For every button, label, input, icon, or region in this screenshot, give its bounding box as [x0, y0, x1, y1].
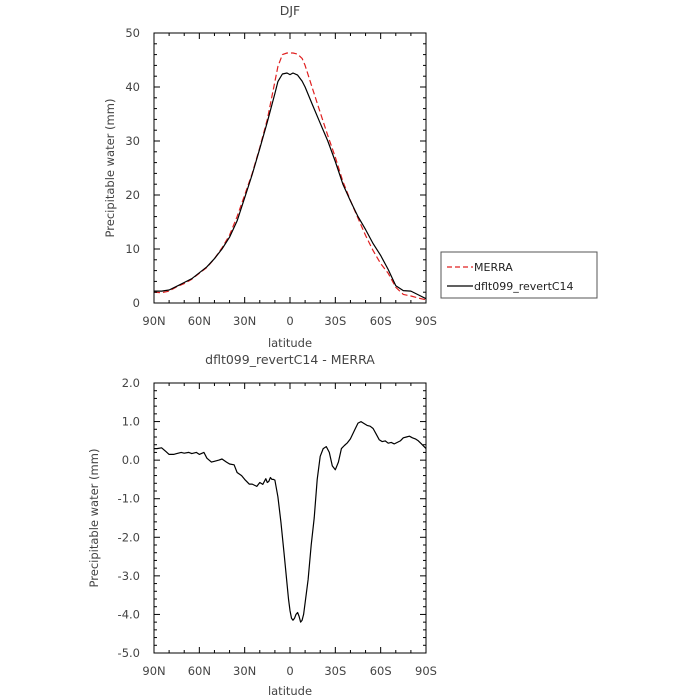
top-xtick-label: 90S — [415, 314, 437, 328]
legend: MERRA dflt099_revertC14 — [440, 251, 598, 299]
bottom-chart-ylabel: Precipitable water (mm) — [87, 449, 101, 588]
top-ytick-label: 30 — [125, 134, 140, 148]
top-chart-title: DJF — [280, 3, 301, 18]
legend-box — [440, 251, 598, 299]
bottom-ytick-label: 0.0 — [122, 453, 140, 467]
legend-label-model: dflt099_revertC14 — [474, 280, 574, 293]
top-chart-xlabel: latitude — [268, 336, 312, 350]
bottom-chart-xlabel: latitude — [268, 684, 312, 698]
bottom-xtick-label: 30S — [324, 664, 346, 678]
bottom-xtick-label: 90S — [415, 664, 437, 678]
top-chart-ylabel: Precipitable water (mm) — [103, 99, 117, 238]
bottom-ytick-label: 2.0 — [122, 376, 140, 390]
top-xtick-label: 60S — [370, 314, 392, 328]
bottom-series-line-0 — [154, 421, 427, 623]
top-series-line-1 — [154, 72, 427, 300]
top-xtick-label: 60N — [188, 314, 211, 328]
top-xtick-label: 0 — [286, 314, 293, 328]
bottom-xtick-label: 30N — [233, 664, 256, 678]
bottom-chart-title: dflt099_revertC14 - MERRA — [205, 352, 375, 367]
top-xtick-label: 90N — [142, 314, 165, 328]
top-chart-panel: DJF 90N 60N 30N 0 30S 60S 90S 0 10 20 30 40 50 latit… — [103, 3, 598, 350]
top-xtick-label: 30S — [324, 314, 346, 328]
bottom-ytick-label: -5.0 — [118, 646, 140, 660]
top-ytick-label: 10 — [125, 242, 140, 256]
bottom-chart-frame — [153, 382, 427, 654]
bottom-chart-lines — [154, 421, 427, 623]
bottom-ytick-label: 1.0 — [122, 415, 140, 429]
bottom-xtick-label: 60S — [370, 664, 392, 678]
top-chart-ticks: 90N 60N 30N 0 30S 60S 90S 0 10 20 30 40 50 — [125, 26, 437, 328]
top-ytick-label: 50 — [125, 26, 140, 40]
bottom-xtick-label: 90N — [142, 664, 165, 678]
top-chart-lines — [153, 52, 427, 301]
bottom-chart-ticks: 90N 60N 30N 0 30S 60S 90S -5.0 -4.0 -3.0 -2.0 -1.0 0… — [118, 376, 437, 678]
bottom-ytick-label: -1.0 — [118, 492, 140, 506]
bottom-ytick-label: -2.0 — [118, 530, 140, 544]
bottom-xtick-label: 60N — [188, 664, 211, 678]
top-chart-frame — [153, 32, 427, 304]
top-ytick-label: 20 — [125, 188, 140, 202]
bottom-ytick-label: -3.0 — [118, 569, 140, 583]
top-ytick-label: 0 — [133, 296, 140, 310]
bottom-chart-panel: dflt099_revertC14 - MERRA 90N 60N 30N 0 30S 6… — [87, 352, 437, 698]
bottom-ytick-label: -4.0 — [118, 607, 140, 621]
top-ytick-label: 40 — [125, 80, 140, 94]
bottom-xtick-label: 0 — [286, 664, 293, 678]
legend-label-merra: MERRA — [474, 261, 513, 274]
top-xtick-label: 30N — [233, 314, 256, 328]
